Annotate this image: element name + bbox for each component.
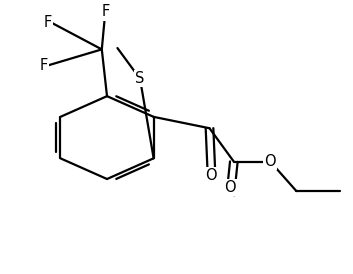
Text: F: F (101, 4, 109, 19)
Text: O: O (225, 180, 236, 195)
Text: F: F (43, 15, 52, 30)
Text: O: O (264, 154, 276, 169)
Text: F: F (40, 58, 48, 73)
Text: O: O (205, 168, 217, 183)
Text: S: S (135, 71, 145, 86)
